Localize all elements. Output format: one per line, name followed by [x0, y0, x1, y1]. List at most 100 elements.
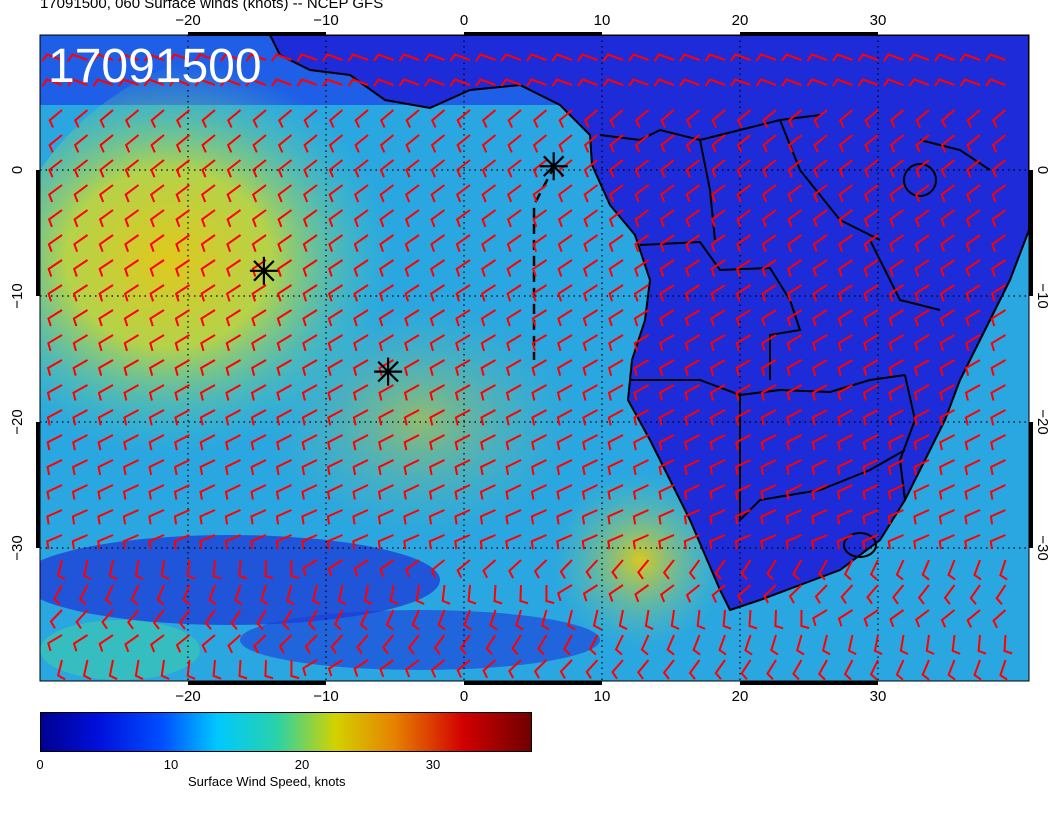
wind-barb	[250, 409, 267, 426]
wind-barb	[832, 53, 853, 62]
wind-barb	[302, 259, 318, 277]
wind-barb	[637, 659, 650, 680]
wind-barb	[582, 409, 598, 426]
wind-barb	[887, 459, 904, 476]
wind-barb	[301, 384, 318, 401]
wind-barb	[403, 384, 420, 401]
wind-barb	[977, 634, 987, 655]
wind-barb	[225, 359, 241, 376]
wind-barb	[582, 384, 598, 401]
wind-barb	[658, 384, 675, 401]
wind-barb	[149, 184, 165, 203]
wind-barb	[863, 209, 879, 228]
wind-barb	[940, 134, 956, 153]
wind-barb	[226, 259, 242, 277]
wind-barb	[710, 334, 726, 352]
wind-barb	[607, 484, 624, 500]
wind-barb	[511, 634, 522, 656]
wind-barb	[82, 659, 92, 681]
wind-barb	[632, 534, 649, 550]
wind-barb	[200, 184, 216, 203]
wind-barb	[557, 334, 573, 352]
wind-barb	[760, 534, 777, 550]
wind-barb	[888, 309, 905, 327]
wind-barb	[662, 659, 675, 680]
wind-barb	[122, 509, 139, 525]
wind-barb	[327, 384, 343, 401]
wind-barb	[530, 484, 547, 500]
wind-barb	[710, 284, 726, 302]
wind-barb	[551, 78, 573, 87]
wind-barb	[687, 685, 700, 702]
wind-barb	[72, 409, 88, 426]
wind-barb	[234, 584, 243, 606]
wind-barbs	[41, 53, 1013, 703]
wind-barb	[354, 134, 369, 153]
wind-barb	[939, 359, 955, 376]
wind-barb	[847, 634, 857, 656]
wind-barb	[608, 259, 624, 277]
wind-barb	[913, 359, 930, 376]
wind-barb	[628, 53, 649, 62]
wind-barb	[608, 184, 624, 203]
wind-barb	[99, 159, 114, 178]
wind-barb	[302, 234, 318, 253]
wind-barb	[456, 559, 471, 578]
wind-barb	[353, 559, 369, 577]
wind-barb	[562, 634, 573, 656]
wind-barb	[582, 584, 599, 602]
wind-barb	[430, 209, 446, 228]
wind-barb	[148, 359, 165, 376]
wind-barb	[46, 509, 63, 525]
wind-barb	[735, 284, 752, 302]
wind-barb	[430, 134, 446, 153]
wind-barb	[124, 634, 140, 653]
wind-barb	[973, 559, 982, 581]
wind-barb	[964, 534, 981, 550]
wind-barb	[47, 284, 63, 302]
wind-barb	[683, 534, 700, 550]
wind-barb	[456, 134, 471, 153]
wind-barb	[761, 284, 777, 302]
wind-barb	[199, 409, 216, 426]
wind-barb	[330, 634, 344, 655]
wind-barb	[150, 159, 165, 178]
wind-barb	[551, 53, 573, 62]
wind-barb	[688, 559, 701, 580]
wind-barb	[790, 685, 801, 703]
page-title: 17091500, 060 Surface winds (knots) -- N…	[40, 0, 384, 12]
wind-barb	[455, 259, 471, 277]
wind-barb	[169, 53, 190, 62]
wind-barb	[760, 484, 777, 500]
colorbar-tick: 10	[163, 757, 179, 772]
wind-barb	[781, 78, 802, 87]
wind-barb	[531, 284, 548, 302]
wind-barb	[658, 359, 675, 376]
wind-barb	[124, 234, 140, 253]
wind-barb	[666, 634, 675, 656]
wind-barb	[761, 209, 777, 228]
wind-barb	[148, 434, 165, 451]
wind-barb	[41, 78, 63, 87]
wind-barb	[888, 284, 905, 302]
wind-barb	[508, 659, 522, 679]
wind-barb	[271, 78, 292, 87]
wind-barb	[352, 509, 369, 525]
wind-barb	[770, 634, 779, 656]
wind-barb	[670, 609, 680, 630]
wind-barb	[245, 78, 267, 87]
wind-barb	[475, 78, 496, 87]
wind-barb	[836, 534, 853, 550]
wind-barb	[347, 78, 369, 87]
wind-barb	[556, 534, 573, 550]
wind-barb	[740, 559, 752, 580]
wind-barb	[888, 334, 905, 352]
wind-barb	[123, 384, 139, 401]
wind-barb	[251, 259, 267, 277]
wind-barb	[913, 384, 930, 401]
wind-barb	[895, 559, 905, 581]
wind-barb	[940, 159, 956, 178]
wind-barb	[506, 209, 522, 228]
wind-barb	[379, 234, 395, 253]
